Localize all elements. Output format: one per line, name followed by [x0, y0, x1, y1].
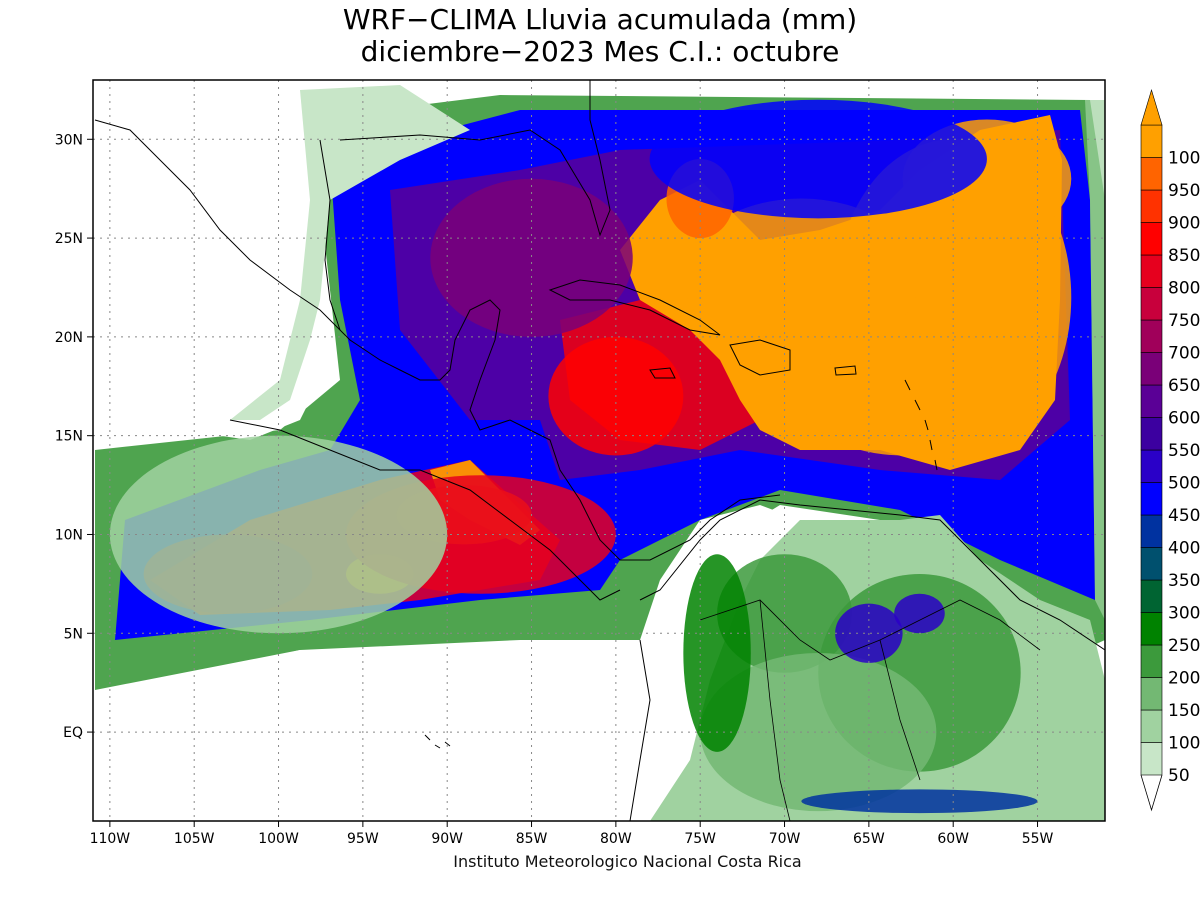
colorbar-swatch	[1140, 287, 1163, 321]
colorbar-swatch	[1140, 677, 1163, 711]
colorbar-label: 350	[1168, 571, 1200, 591]
colorbar-label: 650	[1168, 376, 1200, 396]
rain-blob	[109, 435, 448, 634]
longitude-label: 100W	[258, 831, 299, 847]
latitude-label: 15N	[55, 429, 83, 445]
dry-region-pacific	[95, 640, 640, 821]
colorbar-swatch	[1140, 254, 1163, 288]
colorbar-swatch	[1140, 222, 1163, 256]
longitude-label: 90W	[431, 831, 463, 847]
colorbar-swatch	[1140, 384, 1163, 418]
lesser-antilles	[904, 379, 938, 471]
colorbar-swatch	[1140, 742, 1163, 776]
longitude-label: 80W	[600, 831, 632, 847]
longitude-label: 105W	[174, 831, 215, 847]
longitude-label: 60W	[937, 831, 969, 847]
credit-line: Instituto Meteorologico Nacional Costa R…	[453, 852, 802, 871]
colorbar-max-arrow	[1140, 88, 1163, 126]
colorbar-label: 700	[1168, 344, 1200, 364]
colorbar-swatch	[1140, 514, 1163, 548]
coastline-cuba	[548, 279, 721, 336]
coastline-north-america	[94, 119, 781, 561]
colorbar-swatch	[1140, 612, 1163, 646]
colorbar-swatch	[1140, 352, 1163, 386]
colorbar-swatch	[1140, 124, 1163, 158]
rain-blob	[430, 178, 633, 337]
latitude-tick-labels: 30N 25N 20N 15N 10N 5N EQ	[55, 132, 93, 741]
rain-blob	[801, 789, 1038, 814]
colorbar-label: 800	[1168, 279, 1200, 299]
colorbar-label: 550	[1168, 441, 1200, 461]
colorbar-label: 950	[1168, 181, 1200, 201]
dry-region-eastern-edge	[1085, 100, 1105, 620]
colorbar-label: 50	[1168, 766, 1190, 786]
coastline-jamaica	[649, 367, 676, 379]
colorbar-label: 850	[1168, 246, 1200, 266]
colorbar-swatch	[1140, 709, 1163, 743]
latitude-label: 10N	[55, 527, 83, 543]
rain-region-mexico-coast	[230, 85, 470, 420]
colorbar-swatch	[1140, 157, 1163, 191]
colorbar-swatch	[1140, 579, 1163, 613]
rain-blob	[683, 554, 751, 752]
colorbar-swatch	[1140, 547, 1163, 581]
longitude-label: 110W	[90, 831, 131, 847]
coastlines	[94, 80, 1105, 821]
latitude-label: 25N	[55, 231, 83, 247]
colorbar-swatch	[1140, 417, 1163, 451]
colorbar-swatch	[1140, 319, 1163, 353]
latitude-label: 5N	[64, 626, 83, 642]
coastline-hispaniola	[729, 339, 791, 376]
colorbar-label: 750	[1168, 311, 1200, 331]
colorbar-label: 500	[1168, 474, 1200, 494]
latitude-label: 30N	[55, 132, 83, 148]
coastline-gulf	[319, 80, 611, 331]
colorbar: 50 100 150 200 250 300 350 400 450 500 550 600 650 70…	[1140, 88, 1200, 812]
colorbar-min-arrow	[1140, 774, 1163, 812]
colorbar-label: 250	[1168, 636, 1200, 656]
dry-region-mexico	[95, 80, 330, 440]
coastline-south-america	[629, 499, 1105, 821]
longitude-label: 70W	[769, 831, 801, 847]
colorbar-swatch	[1140, 644, 1163, 678]
longitude-label: 65W	[853, 831, 885, 847]
map-title: WRF−CLIMA Lluvia acumulada (mm)	[342, 3, 858, 36]
colorbar-label: 300	[1168, 604, 1200, 624]
longitude-label: 95W	[347, 831, 379, 847]
rain-blob	[894, 593, 945, 634]
map-subtitle: diciembre−2023 Mes C.I.: octubre	[360, 35, 840, 68]
rain-blob	[649, 99, 987, 219]
longitude-label: 55W	[1022, 831, 1054, 847]
border-south-america	[699, 599, 1041, 821]
rain-blob	[700, 653, 937, 812]
lat-lon-grid	[93, 80, 1105, 821]
coastline-pacific	[229, 419, 621, 601]
colorbar-swatch	[1140, 449, 1163, 483]
colorbar-label: 600	[1168, 409, 1200, 429]
colorbar-swatch	[1140, 482, 1163, 516]
rainfall-blobs	[109, 99, 1072, 814]
longitude-tick-labels: 110W 105W 100W 95W 90W 85W 80W 75W 70W 65W 60W 55W	[90, 821, 1054, 847]
colorbar-label: 200	[1168, 669, 1200, 689]
colorbar-label: 100	[1168, 734, 1200, 754]
colorbar-label: 450	[1168, 506, 1200, 526]
colorbar-label: 150	[1168, 701, 1200, 721]
longitude-label: 85W	[516, 831, 548, 847]
rain-blob	[683, 198, 920, 357]
coastline-puerto-rico	[834, 365, 857, 376]
latitude-label: 20N	[55, 330, 83, 346]
colorbar-swatch	[1140, 189, 1163, 223]
galapagos	[424, 734, 451, 749]
plot-frame	[92, 79, 1106, 822]
colorbar-label: 900	[1168, 214, 1200, 234]
rain-blob	[801, 336, 1004, 456]
colorbar-label: 100	[1168, 149, 1200, 169]
latitude-label: EQ	[63, 725, 83, 741]
colorbar-label: 400	[1168, 539, 1200, 559]
longitude-label: 75W	[684, 831, 716, 847]
